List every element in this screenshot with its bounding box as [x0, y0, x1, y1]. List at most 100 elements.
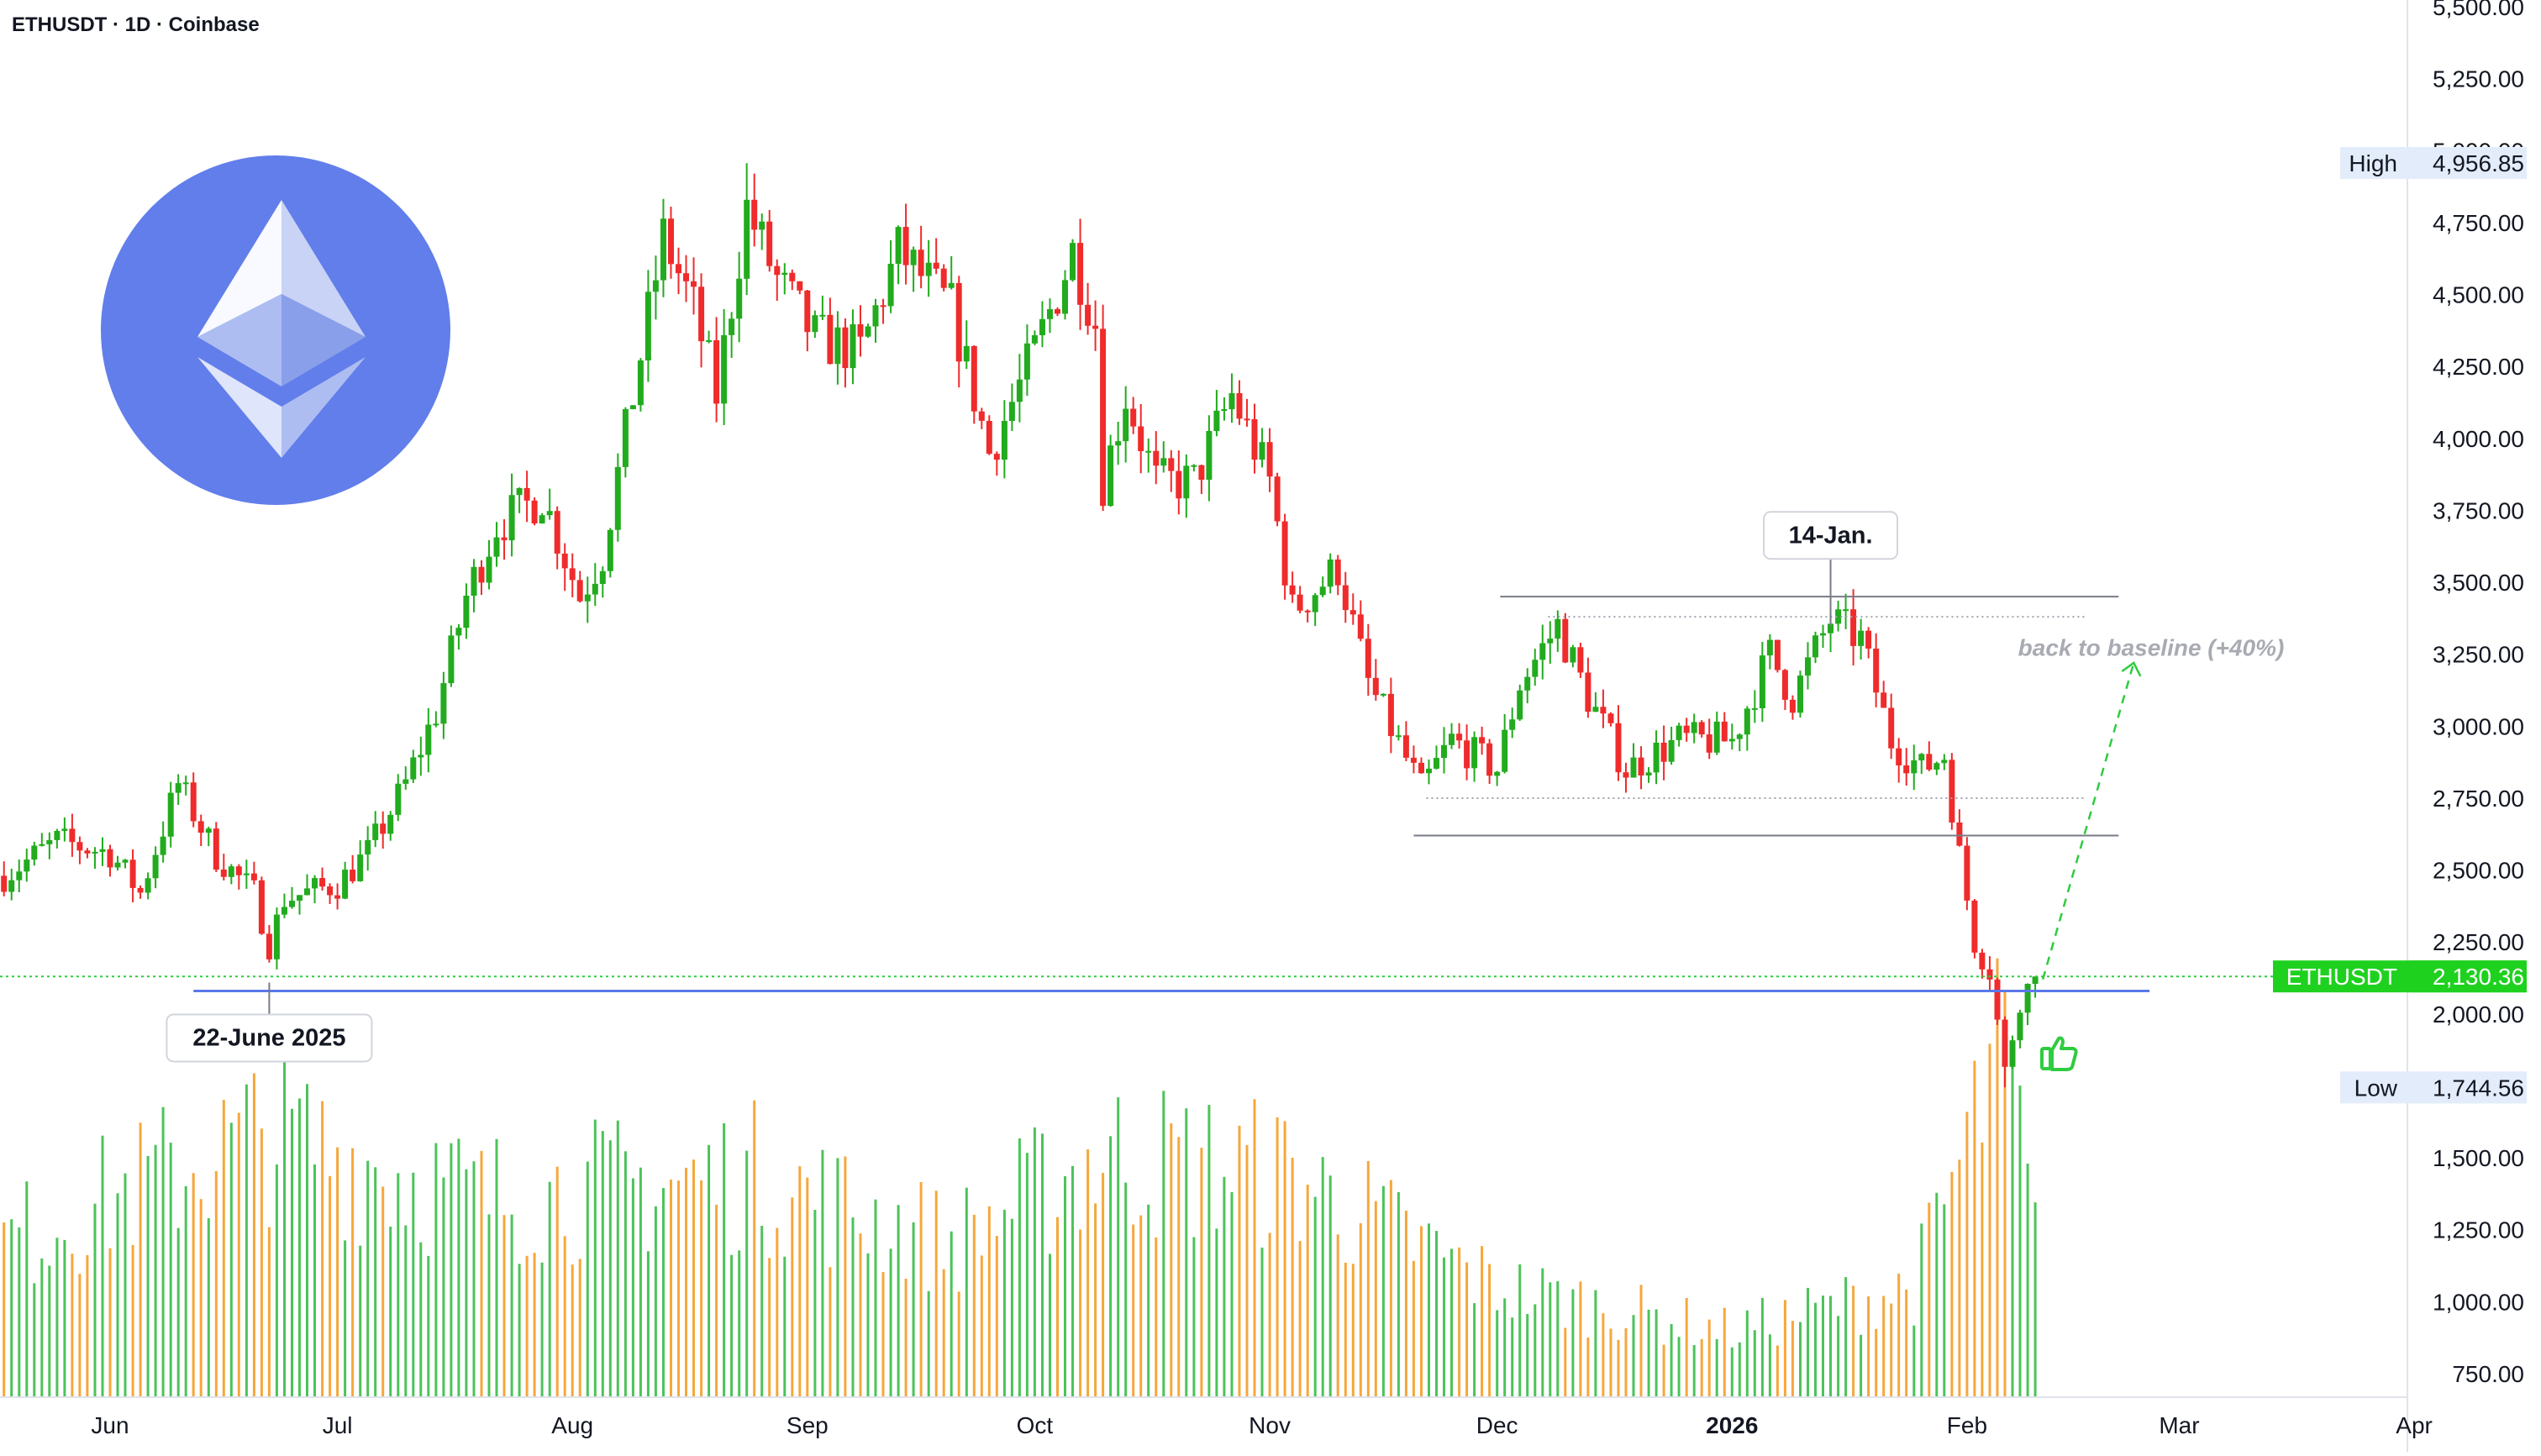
candle [1349, 593, 1356, 625]
candle [850, 309, 856, 385]
candle [1781, 669, 1788, 711]
volume-bar [965, 1187, 968, 1397]
candle [1055, 307, 1060, 317]
candle [925, 239, 932, 297]
candle [895, 225, 902, 285]
volume-bar [593, 1119, 597, 1397]
candle [978, 407, 985, 429]
time-tick-label: Feb [1947, 1412, 1987, 1438]
volume-bar [791, 1197, 794, 1397]
volume-bar [1624, 1327, 1628, 1397]
volume-bar [1473, 1303, 1476, 1397]
candle [1812, 631, 1818, 664]
volume-bar [578, 1259, 581, 1397]
candle [289, 886, 295, 909]
candle [1539, 624, 1546, 680]
candle [1896, 738, 1902, 783]
volume-bar [1579, 1281, 1582, 1397]
candle [933, 238, 939, 275]
candle [2009, 1035, 2016, 1070]
candle [1881, 681, 1887, 708]
svg-text:1,744.56: 1,744.56 [2433, 1075, 2524, 1101]
candle [281, 893, 287, 918]
volume-bar [1541, 1268, 1544, 1397]
candle [1183, 454, 1190, 518]
volume-bar [639, 1167, 642, 1397]
volume-bar [412, 1172, 415, 1397]
candle [781, 263, 788, 295]
volume-bar [1321, 1157, 1324, 1397]
candle [1630, 743, 1637, 778]
volume-bar [374, 1167, 377, 1397]
volume-bar [715, 1204, 718, 1397]
volume-bar [555, 1166, 559, 1397]
volume-bar [214, 1170, 218, 1397]
volume-bar [1435, 1231, 1438, 1397]
svg-text:Low: Low [2354, 1075, 2398, 1101]
volume-bar [33, 1283, 36, 1397]
candle [1570, 644, 1576, 668]
candle [1502, 714, 1508, 774]
volume-bar [904, 1279, 908, 1397]
volume-bar [1381, 1185, 1385, 1397]
volume-bar [1503, 1298, 1507, 1397]
volume-bar [1344, 1262, 1347, 1397]
volume-bar [1617, 1339, 1620, 1397]
candle [834, 311, 841, 385]
candle [1001, 400, 1007, 479]
candle [160, 821, 166, 863]
volume-bar [1192, 1237, 1196, 1397]
candle [986, 415, 992, 455]
candle [1926, 741, 1933, 771]
volume-bar [1245, 1144, 1249, 1397]
candle [1820, 624, 1826, 649]
price-tick-label: 4,000.00 [2433, 426, 2524, 452]
candle [84, 848, 91, 859]
candle [1380, 693, 1386, 697]
volume-bar [1526, 1313, 1529, 1397]
volume-bar [1852, 1285, 1855, 1397]
date-callout[interactable]: 14-Jan. [1763, 511, 1899, 627]
candle [819, 295, 826, 320]
candle [561, 543, 568, 591]
volume-bar [1071, 1165, 1074, 1397]
volume-bar [1935, 1192, 1939, 1397]
candle [827, 297, 834, 365]
candle [592, 563, 598, 607]
volume-bar [1958, 1159, 1961, 1397]
candle [1873, 633, 1880, 707]
volume-bar [1336, 1234, 1339, 1397]
candle [1728, 723, 1735, 750]
volume-bar [427, 1255, 430, 1397]
volume-bar [1518, 1264, 1522, 1397]
candle [766, 209, 773, 272]
candle [1160, 441, 1167, 473]
candle [365, 826, 371, 871]
candle [1994, 977, 2001, 1025]
volume-bar [1882, 1296, 1886, 1397]
volume-bar [1465, 1262, 1469, 1397]
volume-bar [1018, 1138, 1021, 1397]
volume-bar [670, 1179, 672, 1397]
candle [258, 876, 265, 935]
candle [599, 566, 606, 598]
volume-bar [442, 1177, 445, 1397]
volume-bar [359, 1245, 362, 1397]
candle [16, 859, 23, 892]
volume-bar [169, 1143, 172, 1397]
volume-bar [851, 1217, 855, 1397]
volume-bar [776, 1227, 779, 1397]
candle [319, 867, 326, 891]
volume-bar [1268, 1233, 1271, 1397]
volume-bar [1207, 1105, 1211, 1397]
date-callout[interactable]: 22-June 2025 [166, 982, 373, 1063]
candle [197, 814, 204, 846]
volume-bar [222, 1100, 225, 1397]
volume-bar [1397, 1191, 1400, 1397]
candle [1244, 398, 1250, 427]
price-axis: 750.001,000.001,250.001,500.001,750.002,… [2273, 0, 2527, 1452]
candle [569, 553, 576, 597]
candle [2002, 1016, 2008, 1088]
